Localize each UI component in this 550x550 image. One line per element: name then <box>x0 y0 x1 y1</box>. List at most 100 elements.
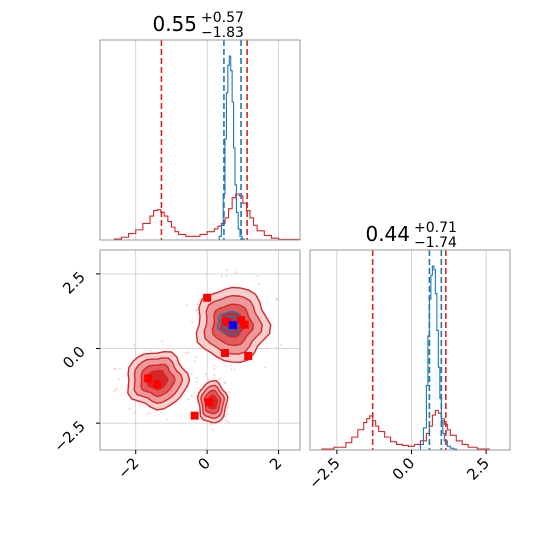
y-tick-label: 2.5 <box>59 268 89 298</box>
red-square-marker <box>144 374 153 383</box>
grid-lines <box>100 250 300 450</box>
sample-point <box>275 346 278 349</box>
panel-bottom-left: −2 0 2 −2.5 0.0 2.5 <box>50 249 301 482</box>
sample-point <box>228 391 231 394</box>
sample-point <box>227 421 230 424</box>
axes-frame <box>99 249 301 451</box>
sample-point <box>191 321 193 324</box>
sample-point <box>225 275 228 277</box>
sample-point <box>195 376 198 379</box>
sample-point <box>114 388 117 391</box>
sample-point <box>211 429 214 431</box>
sample-point <box>226 413 229 415</box>
x-tick-label: 2.5 <box>463 454 493 484</box>
sample-point <box>148 412 151 415</box>
axes-frame <box>309 249 511 451</box>
sample-point <box>118 378 120 381</box>
panel-top-left: 0.55 +0.57 −1.83 <box>99 10 301 241</box>
blue-contour-0 <box>216 310 246 336</box>
sample-point <box>187 398 190 401</box>
sample-point <box>196 308 199 311</box>
histogram-area <box>100 40 300 240</box>
sample-point <box>213 367 216 370</box>
panel-title-minus: −1.83 <box>201 25 244 41</box>
sample-point <box>133 412 136 415</box>
red-square-marker <box>190 411 199 420</box>
sample-point <box>276 297 279 300</box>
red-square-marker <box>222 317 231 326</box>
x-tick-label: −2.5 <box>305 454 343 492</box>
histogram-area <box>310 250 510 450</box>
panel-title-plus: +0.57 <box>201 10 244 26</box>
sample-point <box>112 368 115 370</box>
grid-lines <box>135 40 279 240</box>
sample-point <box>234 271 237 274</box>
panel-title-plus: +0.71 <box>414 220 457 236</box>
panel-title-median: 0.44 <box>365 222 410 246</box>
sample-point <box>118 367 121 370</box>
sample-point <box>227 405 230 408</box>
sample-point <box>230 368 233 371</box>
sample-point <box>199 388 201 391</box>
panel-bottom-right: 0.44 +0.71 −1.74 −2.5 0.0 2.5 <box>305 220 511 493</box>
red-square-marker <box>240 320 249 329</box>
sample-point <box>194 356 197 359</box>
x-tick-label: 0.0 <box>389 454 419 484</box>
contour-area <box>112 269 282 431</box>
sample-point <box>213 376 216 379</box>
sample-point <box>264 366 267 369</box>
grid-lines <box>336 250 487 450</box>
sample-point <box>226 406 229 409</box>
sample-point <box>166 418 169 421</box>
sample-point <box>213 374 216 377</box>
histogram-series-0 <box>100 193 300 240</box>
sample-point <box>184 352 187 354</box>
sample-point <box>197 312 200 315</box>
sample-point <box>224 415 227 418</box>
red-square-marker <box>204 398 213 407</box>
y-tick-label: −2.5 <box>50 417 88 455</box>
sample-point <box>223 381 226 384</box>
sample-point <box>112 390 115 393</box>
sample-point <box>209 423 212 425</box>
histogram-series-1 <box>217 55 245 240</box>
sample-point <box>213 364 215 367</box>
sample-point <box>190 372 193 375</box>
sample-point <box>194 360 196 363</box>
sample-point <box>280 344 282 347</box>
sample-point <box>204 373 207 376</box>
x-tick-label: −2 <box>114 454 142 482</box>
sample-point <box>146 413 148 415</box>
red-square-marker <box>153 380 162 389</box>
y-tick-label: 0.0 <box>59 343 89 373</box>
sample-point <box>256 274 259 277</box>
sample-point <box>115 368 118 370</box>
sample-point <box>190 394 193 397</box>
sample-point <box>225 419 227 422</box>
tick-labels: −2.5 0.0 2.5 <box>305 450 493 493</box>
panel-title-median: 0.55 <box>152 12 197 36</box>
axes-frame <box>99 39 301 241</box>
sample-point <box>139 404 142 407</box>
histogram-series-1 <box>417 265 457 450</box>
sample-point <box>185 304 188 307</box>
sample-point <box>161 340 164 343</box>
sample-point <box>218 378 221 380</box>
x-tick-label: 0 <box>194 454 213 473</box>
sample-point <box>233 368 236 371</box>
sample-point <box>221 275 223 278</box>
sample-point <box>258 283 260 286</box>
panel-title-minus: −1.74 <box>414 235 457 251</box>
sample-point <box>115 387 118 390</box>
red-square-marker <box>237 316 246 325</box>
red-square-marker <box>244 351 253 360</box>
sample-point <box>128 408 131 410</box>
histogram-series-0 <box>310 409 510 450</box>
sample-point <box>150 349 153 352</box>
blue-square-marker <box>228 321 237 330</box>
sample-point <box>225 269 228 272</box>
sample-point <box>196 303 199 306</box>
x-tick-label: 2 <box>266 454 285 473</box>
sample-point <box>187 351 190 354</box>
